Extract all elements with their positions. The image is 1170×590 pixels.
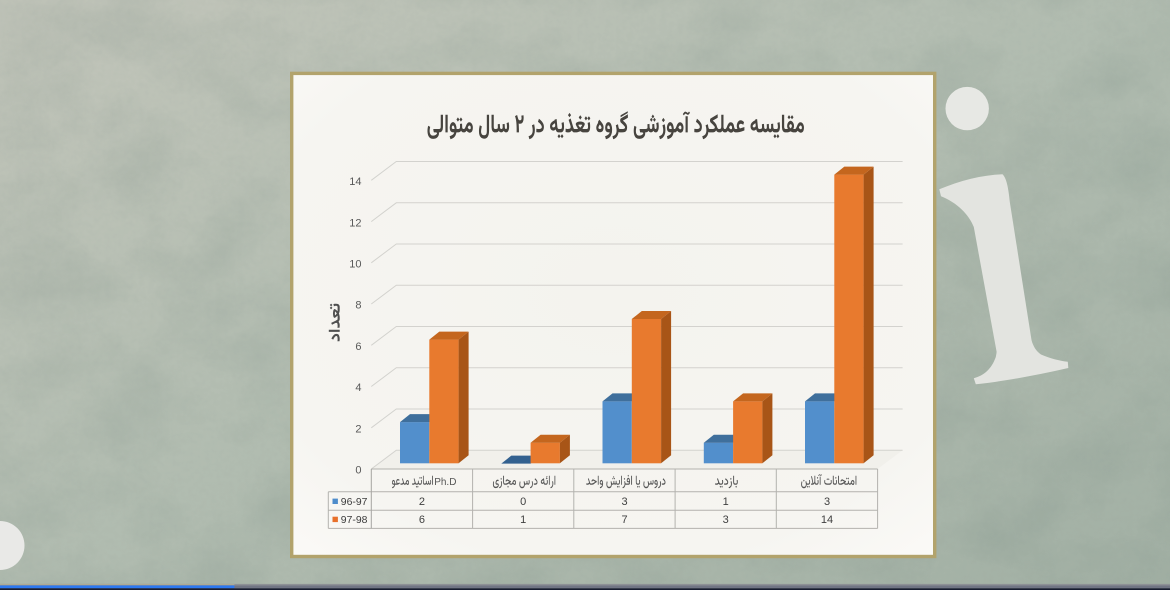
svg-text:2: 2: [419, 496, 425, 508]
svg-text:2: 2: [355, 424, 361, 436]
svg-text:14: 14: [349, 176, 361, 188]
svg-text:96-97: 96-97: [341, 497, 368, 508]
svg-text:1: 1: [723, 496, 729, 508]
svg-text:3: 3: [824, 496, 830, 508]
svg-text:10: 10: [349, 259, 361, 271]
svg-text:1: 1: [520, 514, 526, 526]
svg-text:12: 12: [349, 217, 361, 229]
svg-text:4: 4: [355, 382, 361, 394]
svg-text:3: 3: [723, 514, 729, 526]
svg-text:7: 7: [621, 514, 627, 526]
svg-text:0: 0: [520, 496, 526, 508]
svg-text:0: 0: [355, 465, 361, 477]
svg-text:8: 8: [355, 300, 361, 312]
svg-text:6: 6: [355, 341, 361, 353]
svg-text:3: 3: [621, 496, 627, 508]
svg-text:14: 14: [821, 514, 833, 526]
svg-text:Ph.D: Ph.D: [434, 477, 456, 488]
svg-text:6: 6: [419, 514, 425, 526]
svg-text:97-98: 97-98: [341, 515, 368, 526]
